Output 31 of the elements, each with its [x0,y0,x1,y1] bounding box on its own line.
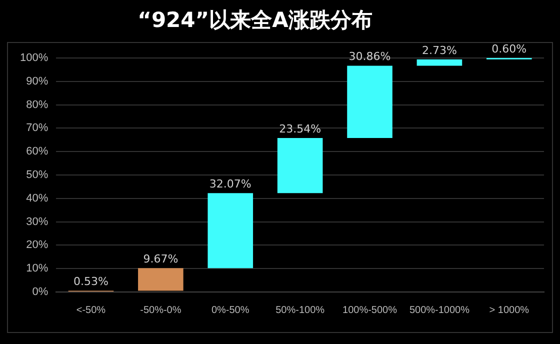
bar [347,66,392,138]
bar [277,138,323,194]
y-tick-label: 100% [20,52,48,64]
x-tick-label: 50%-100% [276,304,325,316]
data-label: 30.86% [348,50,391,64]
data-label: 0.53% [74,275,108,288]
x-tick-label: 100%-500% [342,304,398,316]
y-tick-label: 0% [32,286,48,298]
x-tick-label: 0%-50% [211,304,250,316]
y-tick-label: 40% [26,192,48,204]
y-tick-label: 80% [26,98,48,111]
x-tick-label: 500%-1000% [409,304,470,316]
y-tick-label: 50% [26,169,48,182]
data-label: 32.07% [209,177,252,190]
y-tick-label: 90% [26,75,48,88]
y-tick-label: 70% [26,122,48,134]
data-label: 0.60% [492,42,527,56]
y-tick-label: 10% [26,262,48,275]
x-tick-label: > 1000% [489,304,530,316]
x-tick-label: <-50% [76,304,106,316]
y-tick-label: 30% [26,216,48,228]
data-label: 23.54% [279,122,322,136]
data-label: 9.67% [143,252,178,266]
x-tick-label: -50%-0% [140,304,182,316]
chart-title: “924”以来全A涨跌分布 [136,7,374,34]
y-tick-label: 60% [26,146,48,158]
bar [208,193,254,268]
bar [416,59,462,66]
y-tick-label: 20% [26,239,48,252]
data-label: 2.73% [422,44,457,57]
bar [138,268,184,291]
